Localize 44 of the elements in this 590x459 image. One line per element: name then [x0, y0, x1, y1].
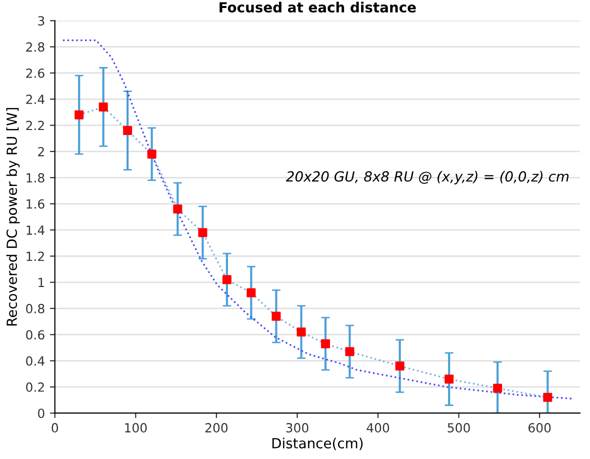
x-axis-title: Distance(cm): [272, 438, 363, 450]
point: [543, 392, 552, 402]
point: [395, 362, 404, 371]
point: [321, 339, 330, 348]
point: [74, 110, 84, 120]
point: [123, 126, 132, 136]
annotation: 20x20 GU, 8x8 RU @ (x,y,z) = (0,0,z) cm: [286, 170, 569, 184]
point: [493, 384, 502, 393]
x-tick-label: 500: [448, 423, 470, 432]
chart-title: Focused at each distance: [220, 2, 416, 13]
y-tick-label: 2.2: [26, 120, 44, 130]
point: [444, 374, 454, 384]
x-tick-label: 400: [366, 423, 390, 432]
y-tick-label: 3: [38, 16, 44, 26]
point: [246, 288, 256, 298]
x-tick-label: 0: [52, 423, 58, 432]
y-tick-label: 2.6: [26, 68, 44, 78]
point: [222, 275, 232, 284]
y-axis-title: Recovered DC power by RU [W]: [6, 108, 20, 326]
point: [147, 150, 156, 159]
x-tick-label: 600: [528, 423, 551, 432]
point: [98, 102, 108, 112]
y-tick-label: 1.6: [26, 199, 44, 209]
y-tick-label: 0.6: [26, 330, 44, 340]
y-tick-label: 1.4: [26, 226, 44, 235]
y-tick-label: 0: [38, 408, 44, 418]
y-tick-label: 2.8: [26, 42, 44, 52]
y-tick-label: 1: [38, 278, 44, 288]
line-series: [62, 39, 574, 400]
point: [173, 204, 182, 214]
x-tick-label: 200: [205, 423, 228, 432]
y-tick-label: 0.2: [26, 382, 44, 392]
point: [296, 327, 306, 336]
point: [272, 312, 281, 321]
point: [198, 228, 208, 238]
y-tick-label: 0.4: [26, 356, 44, 366]
y-tick-label: 2.4: [26, 94, 44, 104]
x-tick-label: 100: [125, 423, 147, 432]
point: [345, 347, 354, 356]
y-tick-label: 0.8: [26, 304, 44, 314]
y-tick-label: 1.8: [26, 173, 44, 183]
y-tick-label: 2: [38, 146, 44, 156]
x-tick-label: 300: [286, 423, 308, 432]
y-tick-label: 1.2: [26, 252, 44, 261]
